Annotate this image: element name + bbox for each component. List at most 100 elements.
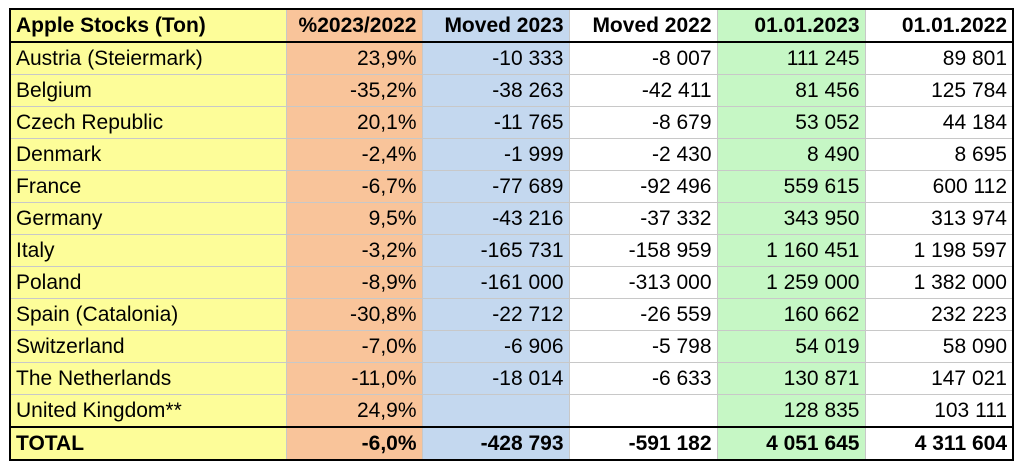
value-cell: -8 679: [569, 106, 718, 139]
value-cell: -2,4%: [286, 138, 423, 171]
value-cell: 125 784: [865, 74, 1014, 107]
value-cell: -26 559: [569, 298, 718, 331]
value-cell: -10 333: [422, 42, 570, 75]
country-cell: Italy: [10, 234, 287, 267]
column-header-2: Moved 2023: [422, 9, 570, 43]
value-cell: 1 160 451: [717, 234, 866, 267]
country-cell: France: [10, 170, 287, 203]
header-row: Apple Stocks (Ton) %2023/2022 Moved 2023 Mo…: [10, 9, 1014, 43]
total-value: 4 051 645: [717, 426, 866, 461]
value-cell: 20,1%: [286, 106, 423, 139]
table-row: United Kingdom** 24,9% 128 835 103 111: [10, 394, 1014, 428]
value-cell: -22 712: [422, 298, 570, 331]
value-cell: -6,7%: [286, 170, 423, 203]
value-cell: 232 223: [865, 298, 1014, 331]
value-cell: -8 007: [569, 42, 718, 75]
value-cell: 54 019: [717, 330, 866, 363]
country-cell: Switzerland: [10, 330, 287, 363]
value-cell: 1 198 597: [865, 234, 1014, 267]
country-cell: United Kingdom**: [10, 394, 287, 428]
value-cell: 1 382 000: [865, 266, 1014, 299]
total-value: -591 182: [569, 426, 718, 461]
value-cell: -3,2%: [286, 234, 423, 267]
value-cell: 9,5%: [286, 202, 423, 235]
value-cell: -2 430: [569, 138, 718, 171]
value-cell: -30,8%: [286, 298, 423, 331]
value-cell: -35,2%: [286, 74, 423, 107]
value-cell: -38 263: [422, 74, 570, 107]
value-cell: -161 000: [422, 266, 570, 299]
country-cell: Spain (Catalonia): [10, 298, 287, 331]
value-cell: 160 662: [717, 298, 866, 331]
value-cell: 559 615: [717, 170, 866, 203]
value-cell: -43 216: [422, 202, 570, 235]
value-cell: 343 950: [717, 202, 866, 235]
column-header-4: 01.01.2023: [717, 9, 866, 43]
table-row: Belgium -35,2% -38 263 -42 411 81 456 125 784: [10, 74, 1014, 107]
value-cell: -77 689: [422, 170, 570, 203]
value-cell: 130 871: [717, 362, 866, 395]
column-header-1: %2023/2022: [286, 9, 423, 43]
table-row: Czech Republic 20,1% -11 765 -8 679 53 052 44…: [10, 106, 1014, 139]
total-label: TOTAL: [10, 426, 287, 461]
table-row: France -6,7% -77 689 -92 496 559 615 600 112: [10, 170, 1014, 203]
table-row: Switzerland -7,0% -6 906 -5 798 54 019 58 090: [10, 330, 1014, 363]
value-cell: -8,9%: [286, 266, 423, 299]
value-cell: [422, 394, 570, 428]
total-row: TOTAL -6,0% -428 793 -591 182 4 051 645 4 311…: [10, 426, 1014, 461]
column-header-0: Apple Stocks (Ton): [10, 9, 287, 43]
apple-stocks-table-container: Apple Stocks (Ton) %2023/2022 Moved 2023 Mo…: [9, 8, 1014, 461]
value-cell: -6 906: [422, 330, 570, 363]
country-cell: The Netherlands: [10, 362, 287, 395]
country-cell: Belgium: [10, 74, 287, 107]
value-cell: 313 974: [865, 202, 1014, 235]
value-cell: -1 999: [422, 138, 570, 171]
table-row: Spain (Catalonia) -30,8% -22 712 -26 559 160…: [10, 298, 1014, 331]
country-cell: Germany: [10, 202, 287, 235]
value-cell: 89 801: [865, 42, 1014, 75]
value-cell: [569, 394, 718, 428]
value-cell: 24,9%: [286, 394, 423, 428]
column-header-3: Moved 2022: [569, 9, 718, 43]
value-cell: 600 112: [865, 170, 1014, 203]
table-row: Poland -8,9% -161 000 -313 000 1 259 000 1 38…: [10, 266, 1014, 299]
value-cell: -313 000: [569, 266, 718, 299]
apple-stocks-table: Apple Stocks (Ton) %2023/2022 Moved 2023 Mo…: [9, 8, 1014, 461]
table-row: Germany 9,5% -43 216 -37 332 343 950 313 974: [10, 202, 1014, 235]
value-cell: 23,9%: [286, 42, 423, 75]
value-cell: -18 014: [422, 362, 570, 395]
value-cell: -42 411: [569, 74, 718, 107]
value-cell: -11,0%: [286, 362, 423, 395]
table-row: Austria (Steiermark) 23,9% -10 333 -8 007 11…: [10, 42, 1014, 75]
value-cell: 81 456: [717, 74, 866, 107]
value-cell: 53 052: [717, 106, 866, 139]
total-value: -428 793: [422, 426, 570, 461]
value-cell: -165 731: [422, 234, 570, 267]
table-row: The Netherlands -11,0% -18 014 -6 633 130 87…: [10, 362, 1014, 395]
column-header-5: 01.01.2022: [865, 9, 1014, 43]
country-cell: Denmark: [10, 138, 287, 171]
value-cell: 111 245: [717, 42, 866, 75]
value-cell: -5 798: [569, 330, 718, 363]
value-cell: -92 496: [569, 170, 718, 203]
value-cell: -158 959: [569, 234, 718, 267]
value-cell: 58 090: [865, 330, 1014, 363]
table-body: Austria (Steiermark) 23,9% -10 333 -8 007 11…: [10, 42, 1014, 461]
table-row: Italy -3,2% -165 731 -158 959 1 160 451 1 198…: [10, 234, 1014, 267]
total-value: -6,0%: [286, 426, 423, 461]
value-cell: 8 490: [717, 138, 866, 171]
country-cell: Austria (Steiermark): [10, 42, 287, 75]
country-cell: Czech Republic: [10, 106, 287, 139]
country-cell: Poland: [10, 266, 287, 299]
value-cell: -37 332: [569, 202, 718, 235]
value-cell: -7,0%: [286, 330, 423, 363]
value-cell: 8 695: [865, 138, 1014, 171]
table-row: Denmark -2,4% -1 999 -2 430 8 490 8 695: [10, 138, 1014, 171]
total-value: 4 311 604: [865, 426, 1014, 461]
value-cell: -11 765: [422, 106, 570, 139]
value-cell: 103 111: [865, 394, 1014, 428]
value-cell: 1 259 000: [717, 266, 866, 299]
value-cell: 44 184: [865, 106, 1014, 139]
value-cell: 128 835: [717, 394, 866, 428]
value-cell: -6 633: [569, 362, 718, 395]
